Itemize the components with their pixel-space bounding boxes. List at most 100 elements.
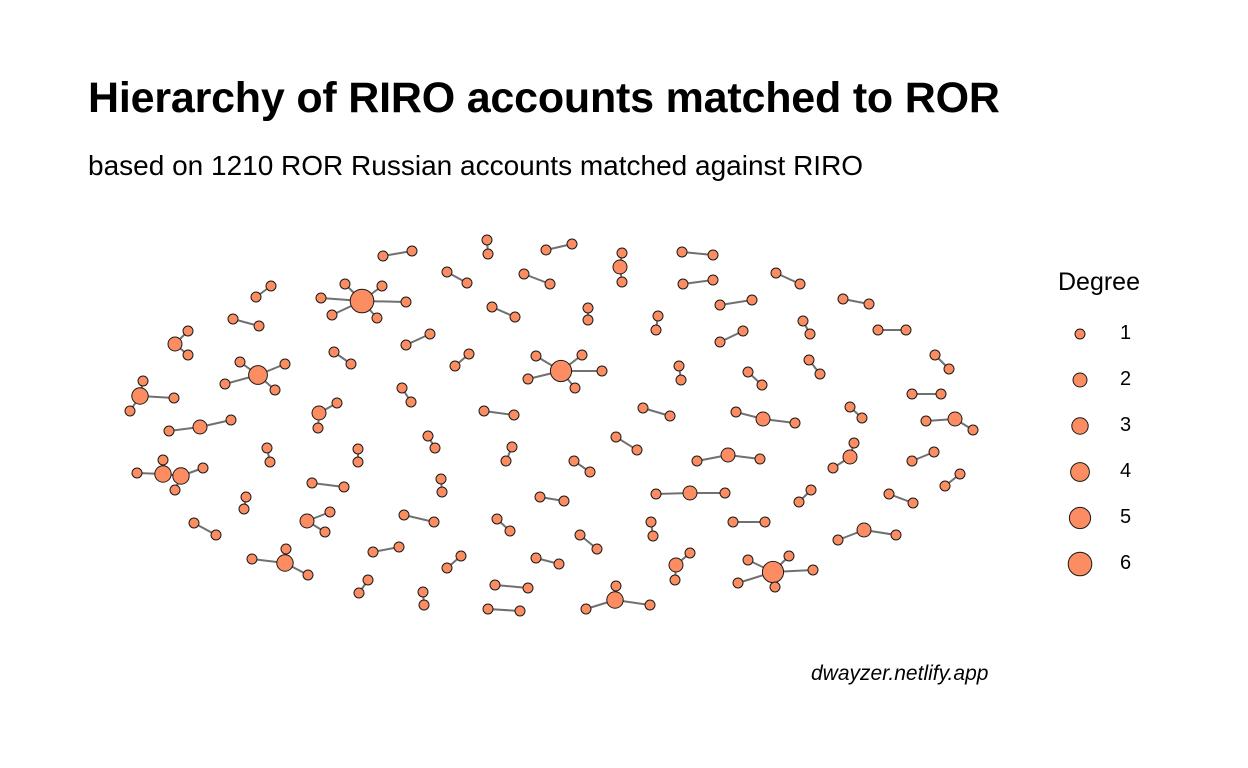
graph-node	[770, 267, 782, 279]
graph-node	[947, 411, 963, 427]
graph-node	[576, 349, 588, 361]
graph-node	[124, 405, 136, 417]
graph-node	[367, 546, 379, 558]
graph-node	[769, 581, 781, 593]
legend-key-2	[1072, 372, 1088, 388]
graph-node	[482, 603, 494, 615]
graph-node	[328, 346, 340, 358]
graph-node	[349, 288, 375, 314]
graph-node	[677, 278, 689, 290]
graph-node	[645, 516, 657, 528]
graph-node	[684, 547, 696, 559]
graph-node	[352, 443, 364, 455]
graph-node	[805, 484, 817, 496]
graph-node	[794, 278, 806, 290]
legend-item-5: 5	[1040, 498, 1180, 538]
graph-node	[714, 299, 726, 311]
graph-node	[553, 558, 565, 570]
graph-node	[848, 437, 860, 449]
graph-node	[486, 301, 498, 313]
graph-node	[299, 513, 315, 529]
graph-node	[730, 406, 742, 418]
graph-node	[264, 456, 276, 468]
graph-node	[807, 564, 819, 576]
legend-dot-1	[1074, 328, 1086, 340]
graph-node	[610, 580, 622, 592]
legend-dot-4	[1070, 462, 1090, 482]
graph-node	[253, 320, 265, 332]
graph-node	[481, 234, 493, 246]
graph-node	[482, 248, 494, 260]
graph-node	[900, 324, 912, 336]
graph-node	[400, 339, 412, 351]
graph-node	[566, 238, 578, 250]
graph-node	[761, 560, 785, 584]
graph-node	[261, 442, 273, 454]
graph-node	[400, 296, 412, 308]
graph-node	[250, 291, 262, 303]
graph-node	[172, 467, 190, 485]
graph-node	[584, 466, 596, 478]
graph-node	[157, 454, 169, 466]
legend-label-5: 5	[1120, 506, 1132, 528]
graph-node	[500, 455, 512, 467]
graph-node	[167, 336, 183, 352]
graph-node	[418, 599, 430, 611]
legend-item-2: 2	[1040, 360, 1180, 400]
graph-node	[238, 503, 250, 515]
chart-subtitle: based on 1210 ROR Russian accounts match…	[88, 150, 864, 181]
graph-node	[169, 484, 181, 496]
graph-node	[508, 409, 520, 421]
graph-node	[746, 294, 758, 306]
legend-key-6	[1067, 551, 1093, 577]
graph-node	[756, 379, 768, 391]
graph-node	[461, 277, 473, 289]
graph-node	[478, 405, 490, 417]
graph-node	[504, 525, 516, 537]
graph-node	[582, 302, 594, 314]
graph-node	[935, 388, 947, 400]
graph-node	[530, 350, 542, 362]
graph-node	[612, 259, 628, 275]
graph-node	[491, 513, 503, 525]
graph-node	[312, 422, 324, 434]
graph-node	[650, 324, 662, 336]
graph-node	[269, 384, 281, 396]
graph-node	[727, 516, 739, 528]
graph-node	[509, 311, 521, 323]
graph-node	[489, 579, 501, 591]
graph-node	[652, 310, 664, 322]
graph-node	[518, 268, 530, 280]
graph-node	[428, 516, 440, 528]
graph-node	[637, 402, 649, 414]
graph-node	[219, 378, 231, 390]
legend-label-1: 1	[1120, 322, 1132, 344]
graph-node	[137, 375, 149, 387]
graph-node	[154, 465, 172, 483]
graph-node	[856, 412, 868, 424]
graph-node	[742, 554, 754, 566]
graph-node	[631, 444, 643, 456]
graph-node	[398, 509, 410, 521]
graph-node	[311, 405, 327, 421]
graph-node	[326, 309, 338, 321]
graph-node	[376, 280, 388, 292]
legend-dot-3	[1071, 417, 1089, 435]
graph-node	[540, 244, 552, 256]
graph-node	[789, 417, 801, 429]
graph-node	[610, 431, 622, 443]
caption-source: dwayzer.netlify.app	[811, 662, 989, 685]
legend-item-4: 4	[1040, 452, 1180, 492]
graph-node	[514, 605, 526, 617]
graph-node	[534, 491, 546, 503]
graph-node	[797, 315, 809, 327]
graph-node	[754, 453, 766, 465]
graph-node	[544, 278, 556, 290]
graph-node	[522, 373, 534, 385]
legend-dot-2	[1072, 372, 1088, 388]
graph-node	[650, 488, 662, 500]
graph-node	[234, 356, 246, 368]
legend-item-6: 6	[1040, 544, 1180, 584]
graph-node	[371, 312, 383, 324]
